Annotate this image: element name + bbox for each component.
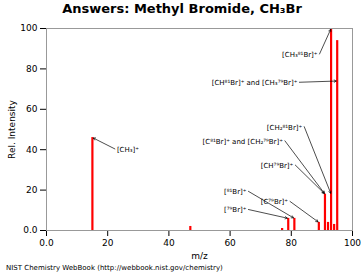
svg-text:[CH⁷⁹Br]⁺: [CH⁷⁹Br]⁺ (261, 162, 294, 170)
svg-text:[CH₃]⁺: [CH₃]⁺ (117, 146, 139, 154)
svg-text:m/z: m/z (191, 251, 208, 261)
svg-text:20: 20 (102, 238, 114, 248)
svg-text:40: 40 (26, 145, 38, 155)
svg-text:20: 20 (26, 185, 38, 195)
svg-text:100: 100 (344, 238, 361, 248)
svg-text:0.0: 0.0 (23, 225, 38, 235)
svg-text:60: 60 (26, 104, 38, 114)
svg-text:[CH⁸¹Br]⁺ and [CH₃⁷⁹Br]⁺: [CH⁸¹Br]⁺ and [CH₃⁷⁹Br]⁺ (212, 79, 298, 87)
svg-text:0.0: 0.0 (39, 238, 54, 248)
svg-text:[⁸¹Br]⁺: [⁸¹Br]⁺ (224, 188, 247, 196)
svg-text:40: 40 (163, 238, 175, 248)
svg-text:80: 80 (26, 64, 38, 74)
svg-text:[C⁷⁹Br]⁺: [C⁷⁹Br]⁺ (261, 198, 289, 206)
html-text:NIST Chemistry WebBook (http:/: NIST Chemistry WebBook (http://webbook.n… (6, 264, 223, 272)
html-text:Answers: Methyl Bromide, CH₃Br: Answers: Methyl Bromide, CH₃Br (62, 1, 302, 16)
svg-text:[⁷⁹Br]⁺: [⁷⁹Br]⁺ (224, 206, 247, 214)
svg-text:[CH₃⁸¹Br]⁺: [CH₃⁸¹Br]⁺ (282, 51, 318, 59)
svg-text:[C⁸¹Br]⁺ and [CH₂⁷⁹Br]⁺: [C⁸¹Br]⁺ and [CH₂⁷⁹Br]⁺ (203, 138, 284, 146)
svg-text:80: 80 (286, 238, 298, 248)
svg-text:[CH₂⁸¹Br]⁺: [CH₂⁸¹Br]⁺ (267, 124, 303, 132)
svg-text:100: 100 (20, 23, 37, 33)
svg-text:60: 60 (224, 238, 236, 248)
svg-text:Rel. Intensity: Rel. Intensity (7, 99, 17, 158)
